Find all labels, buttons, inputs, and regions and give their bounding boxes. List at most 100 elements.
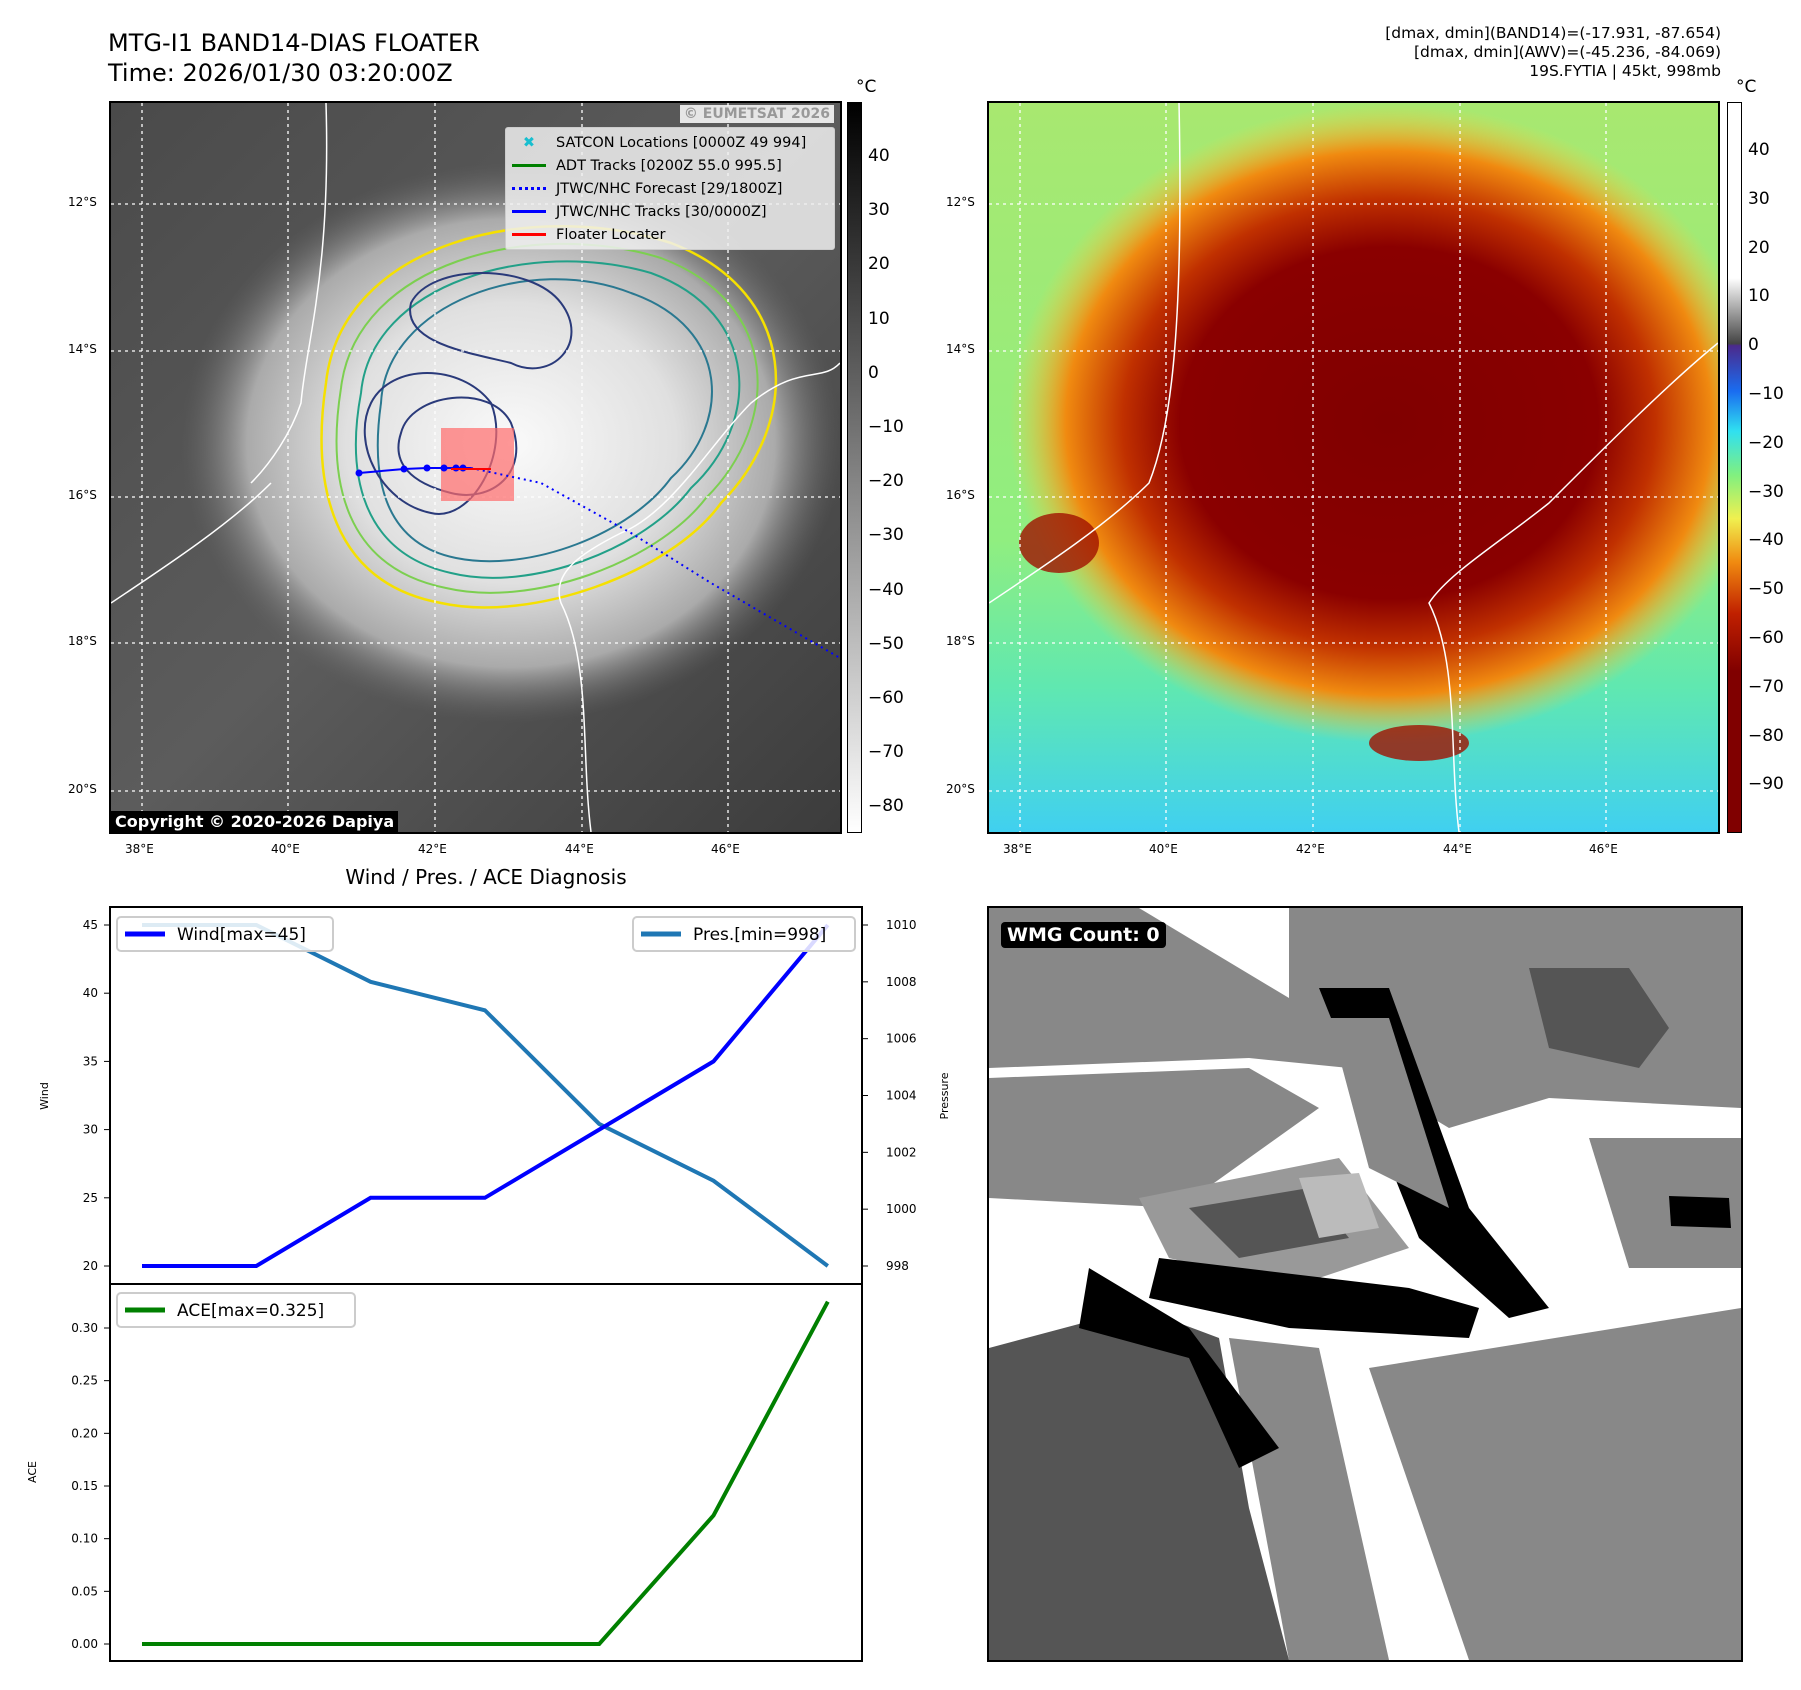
y-tick-label: 35 bbox=[83, 1054, 98, 1068]
y2-tick-label: 1000 bbox=[886, 1202, 917, 1216]
colorbar-tick-label: 10 bbox=[1748, 286, 1770, 307]
ace-legend bbox=[116, 1292, 356, 1328]
colorbar-tick-label: −80 bbox=[1748, 725, 1784, 746]
wmg-panel: WMG Count: 0 bbox=[987, 906, 1743, 1662]
map-legend: ✖ SATCON Locations [0000Z 49 994] ADT Tra… bbox=[505, 127, 835, 250]
lat-tick-label: 14°S bbox=[946, 342, 975, 356]
wind-axis-label: Wind bbox=[38, 1082, 51, 1110]
legend-item-satcon: ✖ SATCON Locations [0000Z 49 994] bbox=[512, 131, 828, 154]
y2-tick-label: 1010 bbox=[886, 918, 917, 932]
colorbar-tick-label: −20 bbox=[1748, 432, 1784, 453]
left-colorbar-unit: °C bbox=[856, 77, 877, 97]
left-map-title: MTG-I1 BAND14-DIAS FLOATER Time: 2026/01/… bbox=[108, 29, 480, 87]
colorbar-tick-label: 0 bbox=[868, 362, 879, 383]
awv-enhanced-map bbox=[987, 101, 1720, 834]
y-tick-label: 20 bbox=[83, 1259, 98, 1273]
lon-tick-label: 44°E bbox=[565, 842, 594, 856]
eumetsat-watermark: © EUMETSAT 2026 bbox=[679, 105, 834, 123]
line-icon bbox=[512, 233, 546, 236]
lon-tick-label: 46°E bbox=[1589, 842, 1618, 856]
lon-tick-label: 38°E bbox=[125, 842, 154, 856]
diagnosis-chart: 20 25 30 35 40 45 998 1000 1002 1004 1006 1008 1010 0… bbox=[26, 906, 951, 1662]
colorbar-tick-label: −30 bbox=[868, 525, 904, 546]
y-tick-label: 45 bbox=[83, 918, 98, 932]
wind-line bbox=[142, 923, 830, 1268]
colorbar-tick-label: −10 bbox=[1748, 384, 1784, 404]
y2-tick-label: 1006 bbox=[886, 1032, 917, 1046]
lat-tick-label: 18°S bbox=[68, 634, 97, 648]
y-tick-label: 0.15 bbox=[71, 1479, 98, 1493]
wind-legend-label: Wind[max=45] bbox=[177, 925, 306, 945]
y-tick-label: 25 bbox=[83, 1191, 98, 1205]
colorbar-tick-label: −50 bbox=[1748, 579, 1784, 600]
lon-tick-label: 46°E bbox=[711, 842, 740, 856]
axes-frame bbox=[109, 1283, 863, 1662]
colorbar-tick-label: −90 bbox=[1748, 774, 1784, 795]
colorbar-tick-label: −70 bbox=[868, 742, 904, 763]
colorbar-tick-label: −40 bbox=[1748, 530, 1784, 551]
colorbar-tick-label: −80 bbox=[868, 796, 904, 817]
colorbar-tick-label: 30 bbox=[868, 200, 890, 221]
legend-item-tracks: JTWC/NHC Tracks [30/0000Z] bbox=[512, 200, 828, 223]
y-tick-label: 40 bbox=[83, 986, 98, 1000]
y-tick-label: 0.30 bbox=[71, 1321, 98, 1335]
lon-tick-label: 38°E bbox=[1003, 842, 1032, 856]
y2-tick-label: 998 bbox=[886, 1259, 909, 1273]
lat-tick-label: 12°S bbox=[68, 195, 97, 209]
wmg-count-label: WMG Count: 0 bbox=[1001, 922, 1166, 948]
lat-tick-label: 14°S bbox=[68, 342, 97, 356]
axes-frame bbox=[109, 906, 863, 1285]
right-map-info: [dmax, dmin](BAND14)=(-17.931, -87.654)[… bbox=[1385, 24, 1721, 80]
right-colorbar-unit: °C bbox=[1736, 77, 1757, 97]
y-tick-label: 0.20 bbox=[71, 1426, 98, 1440]
colorbar-tick-label: 30 bbox=[1748, 188, 1770, 209]
y-tick-label: 0.05 bbox=[71, 1584, 98, 1598]
colorbar-tick-label: −60 bbox=[1748, 628, 1784, 648]
lat-tick-label: 20°S bbox=[68, 782, 97, 796]
colorbar-tick-label: −20 bbox=[868, 471, 904, 492]
colorbar-tick-label: −70 bbox=[1748, 676, 1784, 697]
colorbar-tick-label: −40 bbox=[868, 579, 904, 600]
lon-tick-label: 42°E bbox=[1296, 842, 1325, 856]
x-marker-icon: ✖ bbox=[522, 134, 536, 151]
legend-item-floater: Floater Locater bbox=[512, 223, 828, 246]
pressure-axis-label: Pressure bbox=[938, 1072, 951, 1119]
line-marker-icon bbox=[512, 210, 546, 213]
colorbar-tick-label: −10 bbox=[868, 417, 904, 437]
colorbar-tick-label: −30 bbox=[1748, 481, 1784, 502]
copyright-label: Copyright © 2020-2026 Dapiya bbox=[111, 811, 399, 832]
colorbar-tick-label: −50 bbox=[868, 633, 904, 654]
lat-tick-label: 12°S bbox=[946, 195, 975, 209]
lon-tick-label: 44°E bbox=[1443, 842, 1472, 856]
lat-tick-label: 20°S bbox=[946, 782, 975, 796]
y-tick-label: 0.10 bbox=[71, 1532, 98, 1546]
colorbar-tick-label: 20 bbox=[1748, 237, 1770, 258]
colorbar-tick-label: 10 bbox=[868, 308, 890, 329]
pressure-legend bbox=[632, 916, 856, 952]
lat-tick-label: 16°S bbox=[946, 488, 975, 502]
colorbar-tick-label: 0 bbox=[1748, 335, 1759, 356]
lon-tick-label: 40°E bbox=[1149, 842, 1178, 856]
pressure-legend-label: Pres.[min=998] bbox=[693, 925, 826, 945]
legend-item-adt: ADT Tracks [0200Z 55.0 995.5] bbox=[512, 154, 828, 177]
y2-tick-label: 1004 bbox=[886, 1089, 917, 1103]
colorbar-tick-label: 20 bbox=[868, 254, 890, 275]
ir-satellite-map: © EUMETSAT 2026 ✖ SATCON Locations [0000Z… bbox=[109, 101, 842, 834]
colorbar-tick-label: 40 bbox=[868, 146, 890, 166]
right-colorbar bbox=[1727, 102, 1742, 833]
ace-legend-label: ACE[max=0.325] bbox=[177, 1301, 324, 1321]
y-tick-label: 30 bbox=[83, 1123, 98, 1137]
lon-tick-label: 42°E bbox=[418, 842, 447, 856]
line-icon bbox=[512, 164, 546, 167]
colorbar-tick-label: 40 bbox=[1748, 140, 1770, 160]
lon-tick-label: 40°E bbox=[271, 842, 300, 856]
lat-tick-label: 18°S bbox=[946, 634, 975, 648]
legend-item-forecast: JTWC/NHC Forecast [29/1800Z] bbox=[512, 177, 828, 200]
dotted-line-icon bbox=[512, 187, 546, 190]
ace-axis-label: ACE bbox=[26, 1461, 39, 1483]
y2-tick-label: 1008 bbox=[886, 975, 917, 989]
y-tick-label: 0.25 bbox=[71, 1374, 98, 1388]
colorbar-tick-label: −60 bbox=[868, 688, 904, 708]
chart-title: Wind / Pres. / ACE Diagnosis bbox=[345, 865, 627, 889]
lat-tick-label: 16°S bbox=[68, 488, 97, 502]
